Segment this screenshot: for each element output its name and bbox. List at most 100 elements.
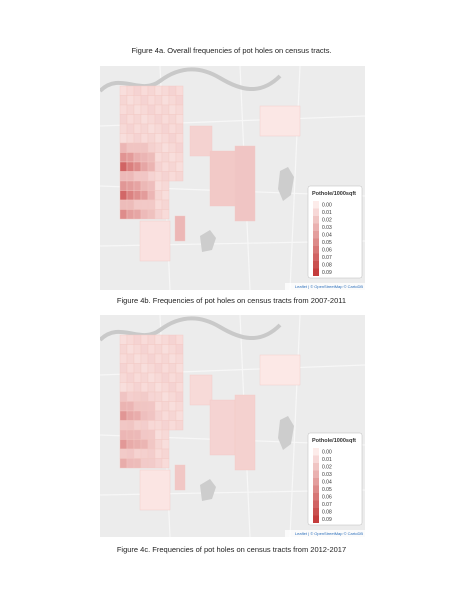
- census-tract: [147, 363, 156, 374]
- census-tract: [168, 104, 177, 115]
- census-tract: [126, 458, 135, 469]
- census-tract: [133, 114, 142, 125]
- legend-label: 0.05: [322, 487, 332, 493]
- census-tract: [126, 199, 135, 210]
- legend-label: 0.04: [322, 480, 332, 486]
- legend-swatch: [313, 231, 319, 239]
- census-tract: [161, 180, 170, 191]
- census-tract: [119, 458, 128, 469]
- census-tract: [175, 401, 184, 412]
- census-tract: [126, 171, 135, 182]
- census-tract: [133, 133, 142, 144]
- census-tract: [147, 104, 156, 115]
- legend-swatch: [313, 238, 319, 246]
- census-tract: [133, 171, 142, 182]
- legend-swatch: [313, 493, 319, 501]
- legend-title: Pothole/1000sqft: [312, 191, 356, 197]
- census-tract: [234, 145, 256, 222]
- road: [289, 66, 301, 290]
- census-tract: [175, 334, 184, 345]
- river: [100, 316, 282, 342]
- census-tract: [126, 344, 135, 355]
- census-tract: [140, 180, 149, 191]
- census-tract: [168, 171, 177, 182]
- lake: [200, 230, 216, 252]
- legend-label: 0.01: [322, 210, 332, 216]
- legend-swatch: [313, 515, 319, 523]
- legend-label: 0.08: [322, 263, 332, 269]
- census-tract: [140, 334, 149, 345]
- census-tract: [147, 114, 156, 125]
- census-tract: [119, 410, 128, 421]
- census-tract: [140, 190, 149, 201]
- census-tract: [168, 334, 177, 345]
- census-tract: [133, 363, 142, 374]
- census-tract: [147, 439, 156, 450]
- legend-swatch: [313, 223, 319, 231]
- census-tract: [154, 363, 163, 374]
- census-tract: [147, 334, 156, 345]
- census-tract: [161, 382, 170, 393]
- lake: [278, 167, 294, 201]
- census-tract: [174, 464, 186, 491]
- census-tract: [147, 190, 156, 201]
- census-tract: [168, 133, 177, 144]
- legend-swatch: [313, 470, 319, 478]
- legend-label: 0.00: [322, 450, 332, 456]
- census-tract: [140, 85, 149, 96]
- census-tract: [126, 95, 135, 106]
- census-tract: [161, 458, 170, 469]
- census-tract: [147, 180, 156, 191]
- census-tract: [147, 171, 156, 182]
- figure-caption: Figure 4a. Overall frequencies of pot ho…: [131, 46, 332, 55]
- census-tract: [126, 142, 135, 153]
- census-tract: [168, 382, 177, 393]
- census-tract: [147, 123, 156, 134]
- legend-box: [307, 432, 363, 526]
- census-tract: [154, 114, 163, 125]
- census-tract: [119, 85, 128, 96]
- census-tract: [119, 199, 128, 210]
- census-tract: [154, 85, 163, 96]
- census-tract: [140, 401, 149, 412]
- legend-swatch: [313, 500, 319, 508]
- census-tract: [147, 85, 156, 96]
- census-tract: [119, 372, 128, 383]
- census-tract: [126, 114, 135, 125]
- census-tract: [161, 142, 170, 153]
- legend-swatch: [313, 208, 319, 216]
- census-tract: [140, 209, 149, 220]
- census-tract: [161, 363, 170, 374]
- census-tract: [140, 429, 149, 440]
- census-tract: [126, 123, 135, 134]
- census-tract: [154, 458, 163, 469]
- census-tract: [126, 152, 135, 163]
- figure-caption: Figure 4c. Frequencies of pot holes on c…: [116, 545, 347, 554]
- census-tract: [175, 95, 184, 106]
- census-tract: [147, 458, 156, 469]
- census-tract: [133, 429, 142, 440]
- census-tract: [140, 382, 149, 393]
- census-tract: [126, 410, 135, 421]
- census-tract: [119, 123, 128, 134]
- census-tract: [133, 104, 142, 115]
- census-tract: [133, 152, 142, 163]
- census-tract: [154, 429, 163, 440]
- census-tract: [133, 382, 142, 393]
- legend-swatch: [313, 253, 319, 261]
- census-tract: [126, 133, 135, 144]
- census-tract: [126, 448, 135, 459]
- census-tract: [119, 382, 128, 393]
- census-tract: [168, 391, 177, 402]
- census-tract: [126, 190, 135, 201]
- census-tract: [126, 334, 135, 345]
- map: Pothole/1000sqft 0.000.01 0.020.03 0.040.05…: [100, 66, 365, 290]
- census-tract: [259, 105, 301, 137]
- census-tract: [161, 133, 170, 144]
- census-tract: [154, 344, 163, 355]
- census-tract: [154, 171, 163, 182]
- legend-label: 0.07: [322, 255, 332, 261]
- legend-swatch: [313, 463, 319, 471]
- river: [100, 67, 282, 93]
